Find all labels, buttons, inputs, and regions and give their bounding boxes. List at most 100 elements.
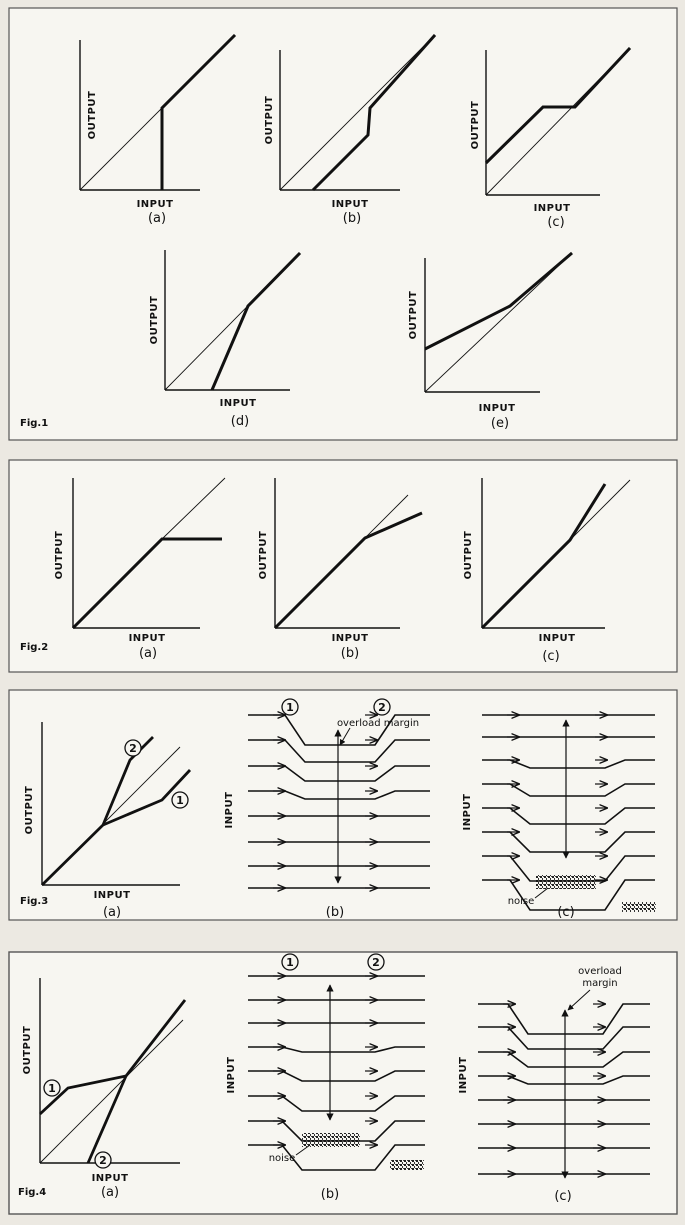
figure-3: 2 1 OUTPUT INPUT (a) INPUT overload marg… (8, 689, 678, 921)
fig1-panel-b: OUTPUT INPUT (b) (264, 34, 437, 226)
overload-label: overload (578, 966, 622, 977)
noise-texture (302, 1133, 360, 1147)
noise-texture (536, 875, 596, 889)
output-axis-label: OUTPUT (54, 531, 65, 580)
transfer-curve (484, 46, 632, 165)
input-axis-label: INPUT (224, 792, 235, 829)
level-line (482, 783, 655, 797)
fig1-panel-c: OUTPUT INPUT (c) (470, 46, 632, 230)
panel-caption: (c) (542, 649, 559, 664)
fig3-panel-b: INPUT overload margin 1 2 (b) (224, 698, 430, 920)
marker-1-label: 1 (286, 701, 294, 714)
input-axis-label: INPUT (479, 403, 516, 414)
fig1-panel-d: OUTPUT INPUT (d) (149, 250, 302, 429)
fig2-panel-b: OUTPUT INPUT (b) (258, 478, 423, 661)
output-axis-label: OUTPUT (22, 1026, 33, 1075)
input-axis-label: INPUT (534, 203, 571, 214)
marker-1-label: 1 (48, 1082, 56, 1095)
marker-2-label: 2 (372, 956, 380, 969)
level-line (482, 759, 655, 769)
transfer-curve (71, 537, 222, 630)
panel-caption: (e) (491, 416, 509, 431)
marker-1-label: 1 (176, 794, 184, 807)
pointer (339, 727, 351, 746)
figure-4: 1 2 OUTPUT INPUT (a) INPUT 1 2 noise (b)… (8, 951, 678, 1215)
reference-diagonal (424, 252, 573, 393)
figure-1: OUTPUT INPUT (a) OUTPUT INPUT (b) OUTPUT… (8, 7, 678, 441)
fig3-panel-a: 2 1 OUTPUT INPUT (a) (24, 722, 192, 920)
fig1-panel-a: OUTPUT INPUT (a) (79, 33, 237, 226)
marker-1 (171, 791, 189, 809)
output-axis-label: OUTPUT (87, 91, 98, 140)
marker-2-label: 2 (378, 701, 386, 714)
marker-2 (367, 953, 385, 971)
curve-1 (39, 999, 187, 1116)
input-axis-label: INPUT (539, 633, 576, 644)
level-line (482, 831, 655, 853)
input-axis-label: INPUT (94, 890, 131, 901)
figure-title: Fig.3 (20, 896, 48, 907)
fig1-panel-e: OUTPUT INPUT (e) (408, 251, 573, 431)
marker-2 (124, 739, 142, 757)
fig2-frame (8, 459, 678, 673)
panel-caption: (a) (101, 1185, 119, 1200)
reference-diagonal (279, 34, 436, 191)
level-line (482, 855, 655, 882)
noise-texture (390, 1160, 424, 1170)
transfer-curve (424, 251, 573, 351)
transfer-curve (273, 511, 423, 630)
marker-1 (281, 698, 299, 716)
input-axis-label: INPUT (220, 398, 257, 409)
curve-2 (86, 1075, 128, 1164)
noise-label: noise (269, 1153, 296, 1164)
figure-title: Fig.2 (20, 642, 48, 653)
input-axis-label: INPUT (137, 199, 174, 210)
marker-1 (43, 1079, 61, 1097)
marker-2 (373, 698, 391, 716)
fig4-panel-b: INPUT 1 2 noise (b) (226, 953, 425, 1202)
fig2-panel-c: OUTPUT INPUT (c) (463, 478, 631, 664)
panel-caption: (a) (103, 905, 121, 920)
marker-2 (94, 1151, 112, 1169)
level-line (482, 879, 655, 911)
marker-2-label: 2 (129, 742, 137, 755)
input-axis-label: INPUT (332, 199, 369, 210)
noise-label: noise (508, 896, 535, 907)
curve-1 (102, 769, 192, 827)
transfer-curve (311, 34, 437, 192)
panel-caption: (b) (341, 646, 359, 661)
output-axis-label: OUTPUT (463, 531, 474, 580)
marker-2-label: 2 (99, 1154, 107, 1167)
panel-caption: (b) (343, 211, 361, 226)
margin-label: margin (582, 978, 617, 989)
output-axis-label: OUTPUT (264, 96, 275, 145)
panel-caption: (a) (139, 646, 157, 661)
panel-caption: (c) (557, 905, 574, 920)
pointer (567, 989, 591, 1011)
fig2-panel-a: OUTPUT INPUT (a) (54, 477, 226, 661)
noise-texture (622, 902, 656, 912)
figure-title: Fig.4 (18, 1187, 46, 1198)
fig1-frame (8, 7, 678, 441)
input-axis-label: INPUT (129, 633, 166, 644)
panel-caption: (d) (231, 414, 249, 429)
figure-2: OUTPUT INPUT (a) OUTPUT INPUT (b) OUTPUT… (8, 459, 678, 673)
output-axis-label: OUTPUT (408, 291, 419, 340)
fig3-panel-c: INPUT noise (c) (462, 715, 656, 920)
pointer (295, 1144, 311, 1156)
overload-margin-label: overload margin (337, 718, 419, 729)
transfer-curve (480, 483, 607, 630)
level-line (482, 807, 655, 825)
reference-diagonal (39, 1019, 184, 1164)
pointer (534, 887, 549, 899)
output-axis-label: OUTPUT (24, 786, 35, 835)
panel-caption: (b) (326, 905, 344, 920)
input-axis-label: INPUT (226, 1057, 237, 1094)
transfer-curve (210, 251, 302, 391)
transfer-curve (160, 33, 237, 190)
output-axis-label: OUTPUT (149, 296, 160, 345)
marker-1-label: 1 (286, 956, 294, 969)
figure-title: Fig.1 (20, 418, 48, 429)
